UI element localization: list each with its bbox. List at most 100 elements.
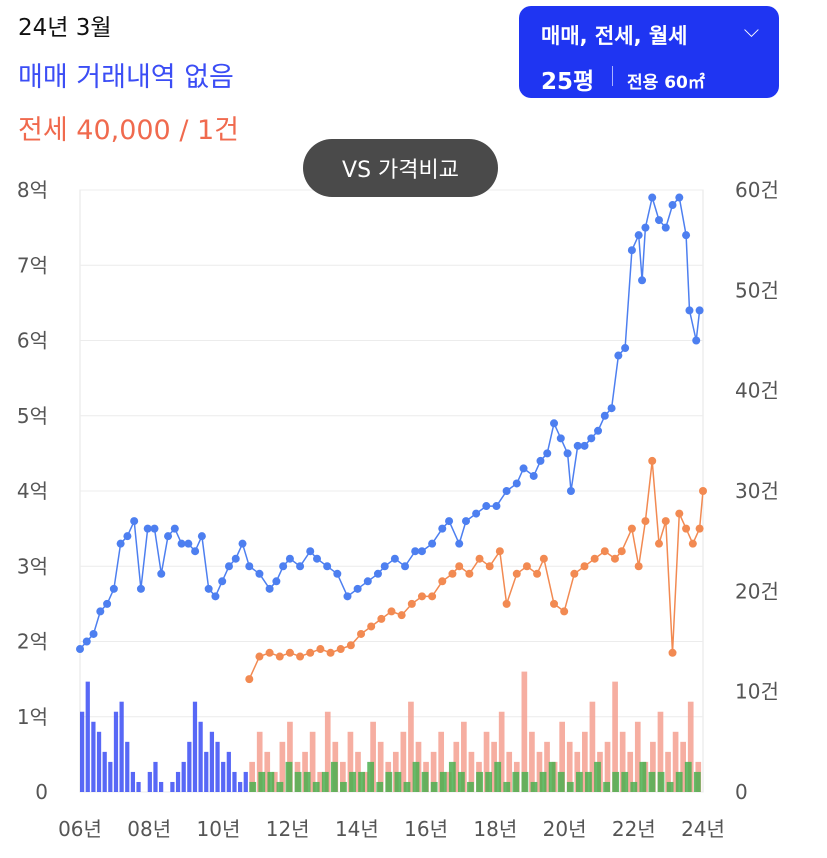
price-point: [164, 532, 173, 541]
price-point: [475, 554, 484, 563]
volume-bar: [221, 761, 226, 792]
volume-bar: [80, 711, 85, 792]
x-tick-label: 22년: [612, 817, 656, 841]
price-point: [675, 509, 684, 518]
volume-bar: [267, 771, 275, 792]
price-point: [502, 599, 511, 608]
chevron-down-icon: ⌵: [743, 18, 759, 42]
volume-bar: [530, 781, 538, 792]
volume-bar: [113, 711, 119, 792]
volume-bar: [238, 781, 243, 792]
price-point: [357, 629, 366, 638]
volume-bar: [317, 771, 324, 792]
volume-bar: [403, 781, 411, 792]
volume-bar: [603, 781, 610, 792]
volume-bar: [209, 731, 215, 792]
price-point: [699, 487, 707, 495]
sale-status: 매매 거래내역 없음: [18, 62, 234, 93]
price-point: [563, 449, 572, 458]
price-point: [82, 637, 91, 646]
price-point: [157, 569, 166, 578]
jeonse-price: 전세 40,000 / 1건: [18, 115, 240, 146]
price-point: [323, 562, 332, 571]
volume-bar: [125, 741, 130, 792]
price-point: [387, 607, 396, 616]
price-point: [570, 569, 579, 578]
deal-type-filter-button[interactable]: 매매, 전세, 월세 ⌵ 25평 전용 60㎡: [519, 6, 779, 98]
price-point: [692, 336, 701, 345]
volume-bar: [340, 781, 347, 792]
price-point: [685, 306, 694, 315]
price-point: [519, 464, 528, 473]
size-label: 25평: [541, 69, 595, 95]
volume-bar: [684, 761, 692, 792]
price-point: [96, 607, 105, 616]
volume-bar: [468, 751, 475, 792]
price-point: [136, 584, 145, 593]
volume-bar: [687, 701, 694, 792]
volume-bar: [226, 751, 231, 792]
volume-bar: [619, 731, 626, 792]
volume-bar: [503, 781, 511, 792]
volume-bar: [136, 781, 141, 792]
price-point: [333, 569, 342, 578]
volume-bar: [589, 701, 596, 792]
price-point: [600, 411, 609, 420]
price-point: [495, 547, 504, 556]
price-point: [204, 584, 213, 593]
price-point: [661, 517, 670, 526]
price-point: [245, 562, 254, 571]
price-point: [580, 441, 589, 450]
price-point: [417, 547, 426, 556]
y-left-tick-label: 7억: [17, 253, 48, 277]
price-point: [438, 524, 447, 533]
volume-bar: [321, 771, 329, 792]
volume-bar: [271, 771, 278, 792]
volume-bar: [377, 741, 384, 792]
price-point: [346, 641, 355, 650]
price-point: [336, 645, 345, 654]
price-point: [411, 547, 420, 556]
volume-bar: [438, 731, 445, 792]
price-point: [109, 584, 118, 593]
compare-price-button[interactable]: VS 가격비교: [303, 139, 498, 197]
volume-bar: [539, 771, 547, 792]
y-left-tick-label: 6억: [17, 329, 48, 353]
price-point: [533, 569, 542, 578]
volume-bar: [657, 711, 664, 792]
price-point: [465, 569, 474, 578]
price-point: [556, 434, 565, 443]
price-point: [614, 351, 623, 360]
price-point: [313, 554, 322, 563]
volume-bar: [665, 751, 671, 792]
y-left-tick-label: 5억: [17, 404, 48, 428]
price-point: [638, 276, 647, 285]
volume-bar: [666, 781, 674, 792]
volume-bar: [324, 711, 331, 792]
volume-bar: [536, 751, 543, 792]
volume-bar: [521, 671, 528, 792]
volume-bar: [355, 751, 361, 792]
y-right-tick-label: 60건: [735, 178, 779, 202]
volume-bar: [461, 721, 467, 792]
volume-bar: [303, 771, 311, 792]
volume-bar: [147, 771, 152, 792]
price-point: [455, 562, 464, 571]
price-point: [123, 532, 132, 541]
x-tick-label: 08년: [127, 817, 171, 841]
y-left-tick-label: 0: [35, 780, 48, 804]
price-point: [600, 547, 609, 556]
volume-bar: [232, 771, 237, 792]
price-point: [296, 562, 305, 571]
price-point: [695, 306, 704, 315]
volume-bar: [612, 771, 620, 792]
x-tick-label: 16년: [404, 817, 448, 841]
divider: [612, 66, 613, 86]
price-point: [502, 487, 511, 495]
price-point: [326, 648, 335, 657]
volume-bar: [467, 781, 474, 792]
volume-bar: [192, 701, 198, 792]
price-point: [224, 562, 233, 571]
volume-bar: [457, 771, 465, 792]
